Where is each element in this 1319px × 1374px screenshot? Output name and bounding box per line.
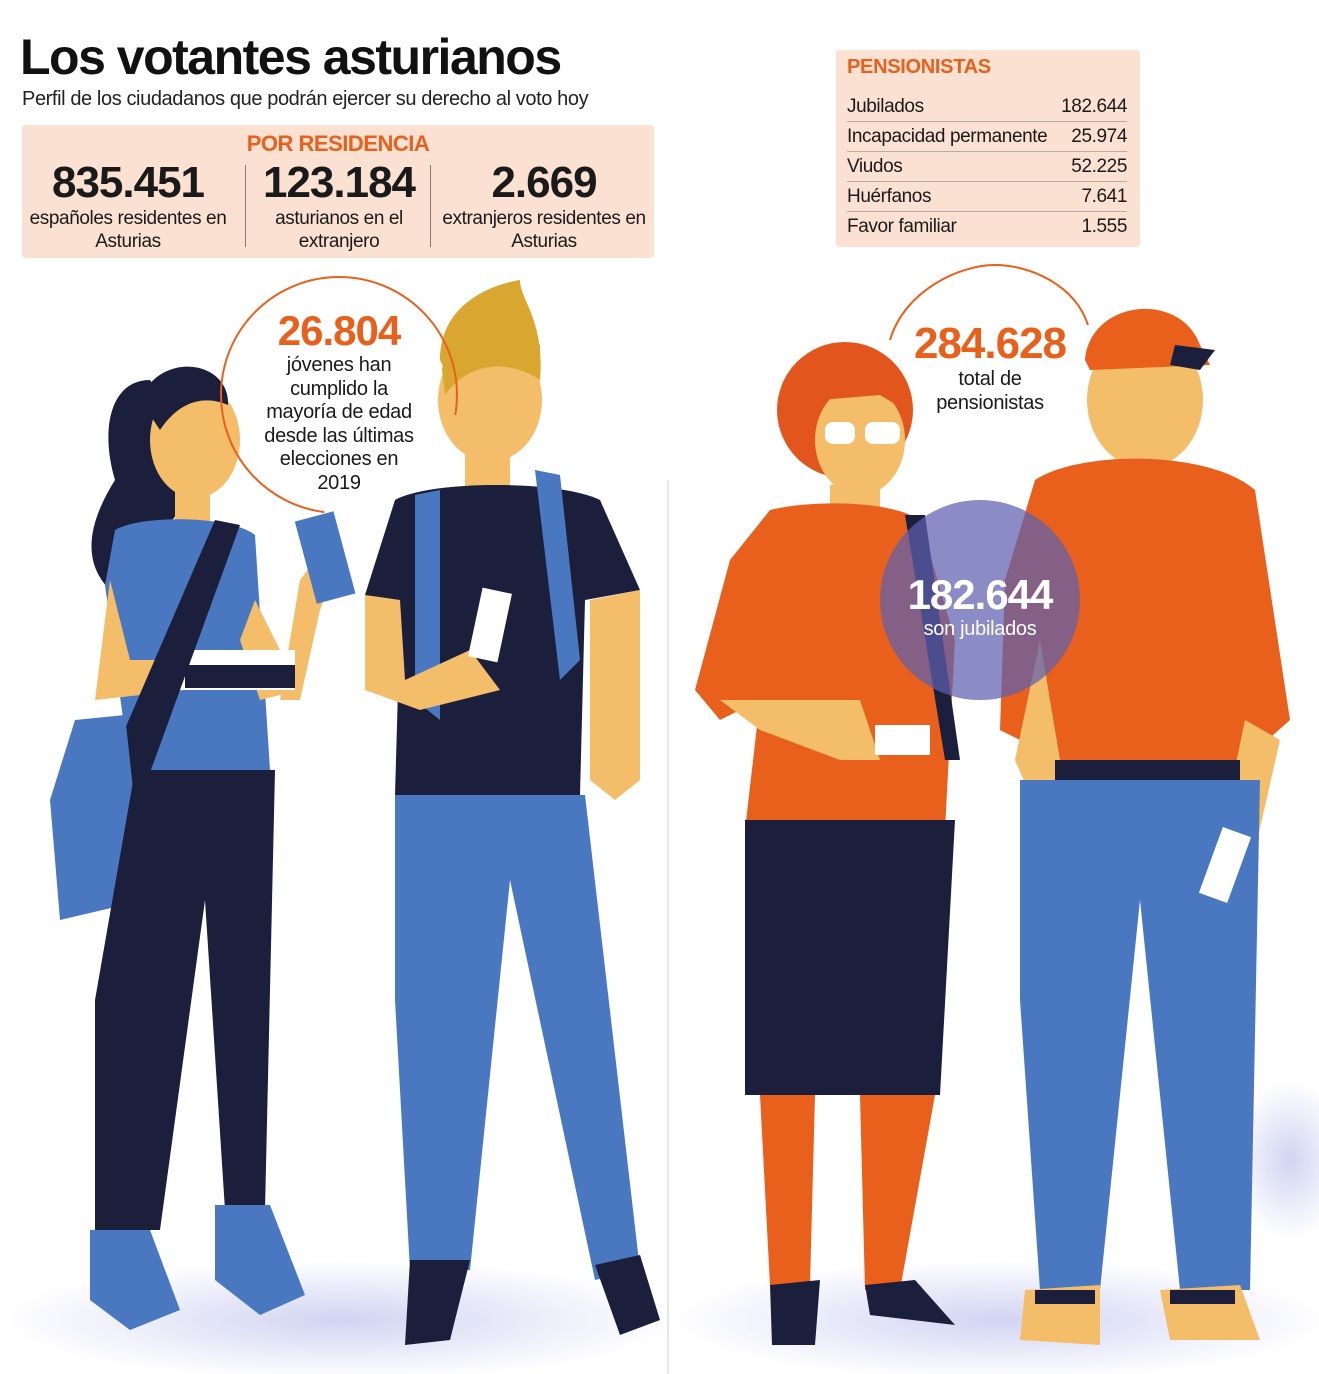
pensioners-value: 7.641 xyxy=(1081,186,1127,207)
residence-item: 123.184 asturianos en el extranjero xyxy=(250,159,428,253)
older-man-figure-part xyxy=(1170,345,1215,370)
residence-value: 835.451 xyxy=(51,158,205,207)
pensioners-label: Viudos xyxy=(847,156,903,177)
pensioners-label: Incapacidad permanente xyxy=(847,126,1048,147)
young-man-figure-part xyxy=(468,587,512,663)
residence-value: 2.669 xyxy=(491,158,597,207)
pensioners-box: PENSIONISTAS Jubilados 182.644 Incapacidad… xyxy=(836,50,1140,247)
title: Los votantes asturianos xyxy=(20,29,562,85)
girl-figure-part xyxy=(294,511,356,604)
young-man-figure xyxy=(365,280,660,1345)
older-man-figure-part xyxy=(1055,760,1240,782)
young-man-figure-part xyxy=(595,1255,660,1335)
pensioners-value: 182.644 xyxy=(1061,96,1127,117)
residence-box: POR RESIDENCIA 835.451 españoles residen… xyxy=(22,125,654,258)
pensioners-row: Viudos 52.225 xyxy=(847,152,1127,182)
older-woman-figure-part xyxy=(770,1280,820,1345)
total-value: 284.628 xyxy=(913,319,1067,368)
pensioners-row: Jubilados 182.644 xyxy=(847,92,1127,122)
youth-label: jóvenes han cumplido la mayoría de edad … xyxy=(264,354,414,494)
residence-item: 2.669 extranjeros residentes en Asturias xyxy=(434,159,654,253)
young-man-figure-part xyxy=(395,795,640,1280)
residence-title: POR RESIDENCIA xyxy=(246,131,430,156)
total-arc xyxy=(889,263,1089,341)
girl-figure-part xyxy=(215,1205,305,1315)
youth-value: 26.804 xyxy=(277,307,401,354)
girl-figure-part xyxy=(90,1230,180,1330)
older-woman-figure-part xyxy=(720,700,880,760)
residence-item: 835.451 españoles residentes en Asturias xyxy=(22,159,234,253)
older-man-figure-part xyxy=(1035,1290,1095,1304)
residence-label: españoles residentes en Asturias xyxy=(29,208,227,252)
pensioners-value: 52.225 xyxy=(1071,156,1127,177)
total-label: total de pensionistas xyxy=(936,368,1044,414)
young-man-figure-part xyxy=(405,1260,470,1345)
total-callout: 284.628 total de pensionistas xyxy=(890,320,1090,415)
older-woman-figure-part xyxy=(865,1280,955,1325)
older-woman-figure-part xyxy=(760,1095,815,1285)
residence-value: 123.184 xyxy=(262,158,416,207)
older-man-figure-part xyxy=(1198,826,1252,904)
young-man-figure-part xyxy=(415,490,440,720)
older-woman-figure-part xyxy=(825,422,855,444)
older-woman-figure-part xyxy=(745,820,955,1095)
retired-callout: 182.644 son jubilados xyxy=(880,572,1080,642)
retired-value: 182.644 xyxy=(907,571,1054,618)
pensioners-value: 1.555 xyxy=(1081,216,1127,237)
pensioners-row: Incapacidad permanente 25.974 xyxy=(847,122,1127,152)
older-man-figure-part xyxy=(1170,1290,1235,1304)
youth-callout: 26.804 jóvenes han cumplido la mayoría d… xyxy=(239,308,439,495)
older-woman-figure-part xyxy=(815,385,905,495)
floor-shadow xyxy=(0,1080,1319,1374)
subtitle: Perfil de los ciudadanos que podrán ejer… xyxy=(22,88,589,110)
girl-figure-part xyxy=(90,520,240,810)
older-woman-figure-part xyxy=(860,1095,935,1290)
pensioners-label: Jubilados xyxy=(847,96,924,117)
divider xyxy=(430,165,431,247)
residence-label: asturianos en el extranjero xyxy=(275,208,403,252)
girl-figure xyxy=(50,366,356,1330)
girl-figure-part xyxy=(95,770,275,1230)
girl-figure-part xyxy=(140,366,229,430)
older-man-figure xyxy=(1000,308,1290,1345)
young-man-figure-part xyxy=(442,324,540,395)
pensioners-label: Huérfanos xyxy=(847,186,932,207)
pensioners-row: Favor familiar 1.555 xyxy=(847,212,1127,241)
older-woman-figure-part xyxy=(865,422,900,444)
pensioners-row: Huérfanos 7.641 xyxy=(847,182,1127,212)
retired-label: son jubilados xyxy=(923,618,1037,640)
youth-circle xyxy=(220,276,458,514)
older-woman-figure-part xyxy=(875,725,930,755)
divider xyxy=(245,165,246,247)
pensioners-title: PENSIONISTAS xyxy=(847,56,991,78)
young-man-figure-part xyxy=(535,470,580,680)
older-man-figure-part xyxy=(1020,780,1260,1290)
retired-circle xyxy=(880,500,1080,700)
pensioners-value: 25.974 xyxy=(1071,126,1127,147)
older-woman-figure-part xyxy=(800,371,905,410)
older-man-figure-part xyxy=(1000,458,1290,770)
older-woman-figure xyxy=(695,342,960,1345)
young-man-figure-part xyxy=(365,595,500,710)
pensioners-label: Favor familiar xyxy=(847,216,957,237)
young-man-figure-part xyxy=(590,590,640,800)
floor-shadow-part xyxy=(670,1260,1319,1374)
girl-figure-part xyxy=(185,665,295,688)
residence-label: extranjeros residentes en Asturias xyxy=(442,208,646,252)
